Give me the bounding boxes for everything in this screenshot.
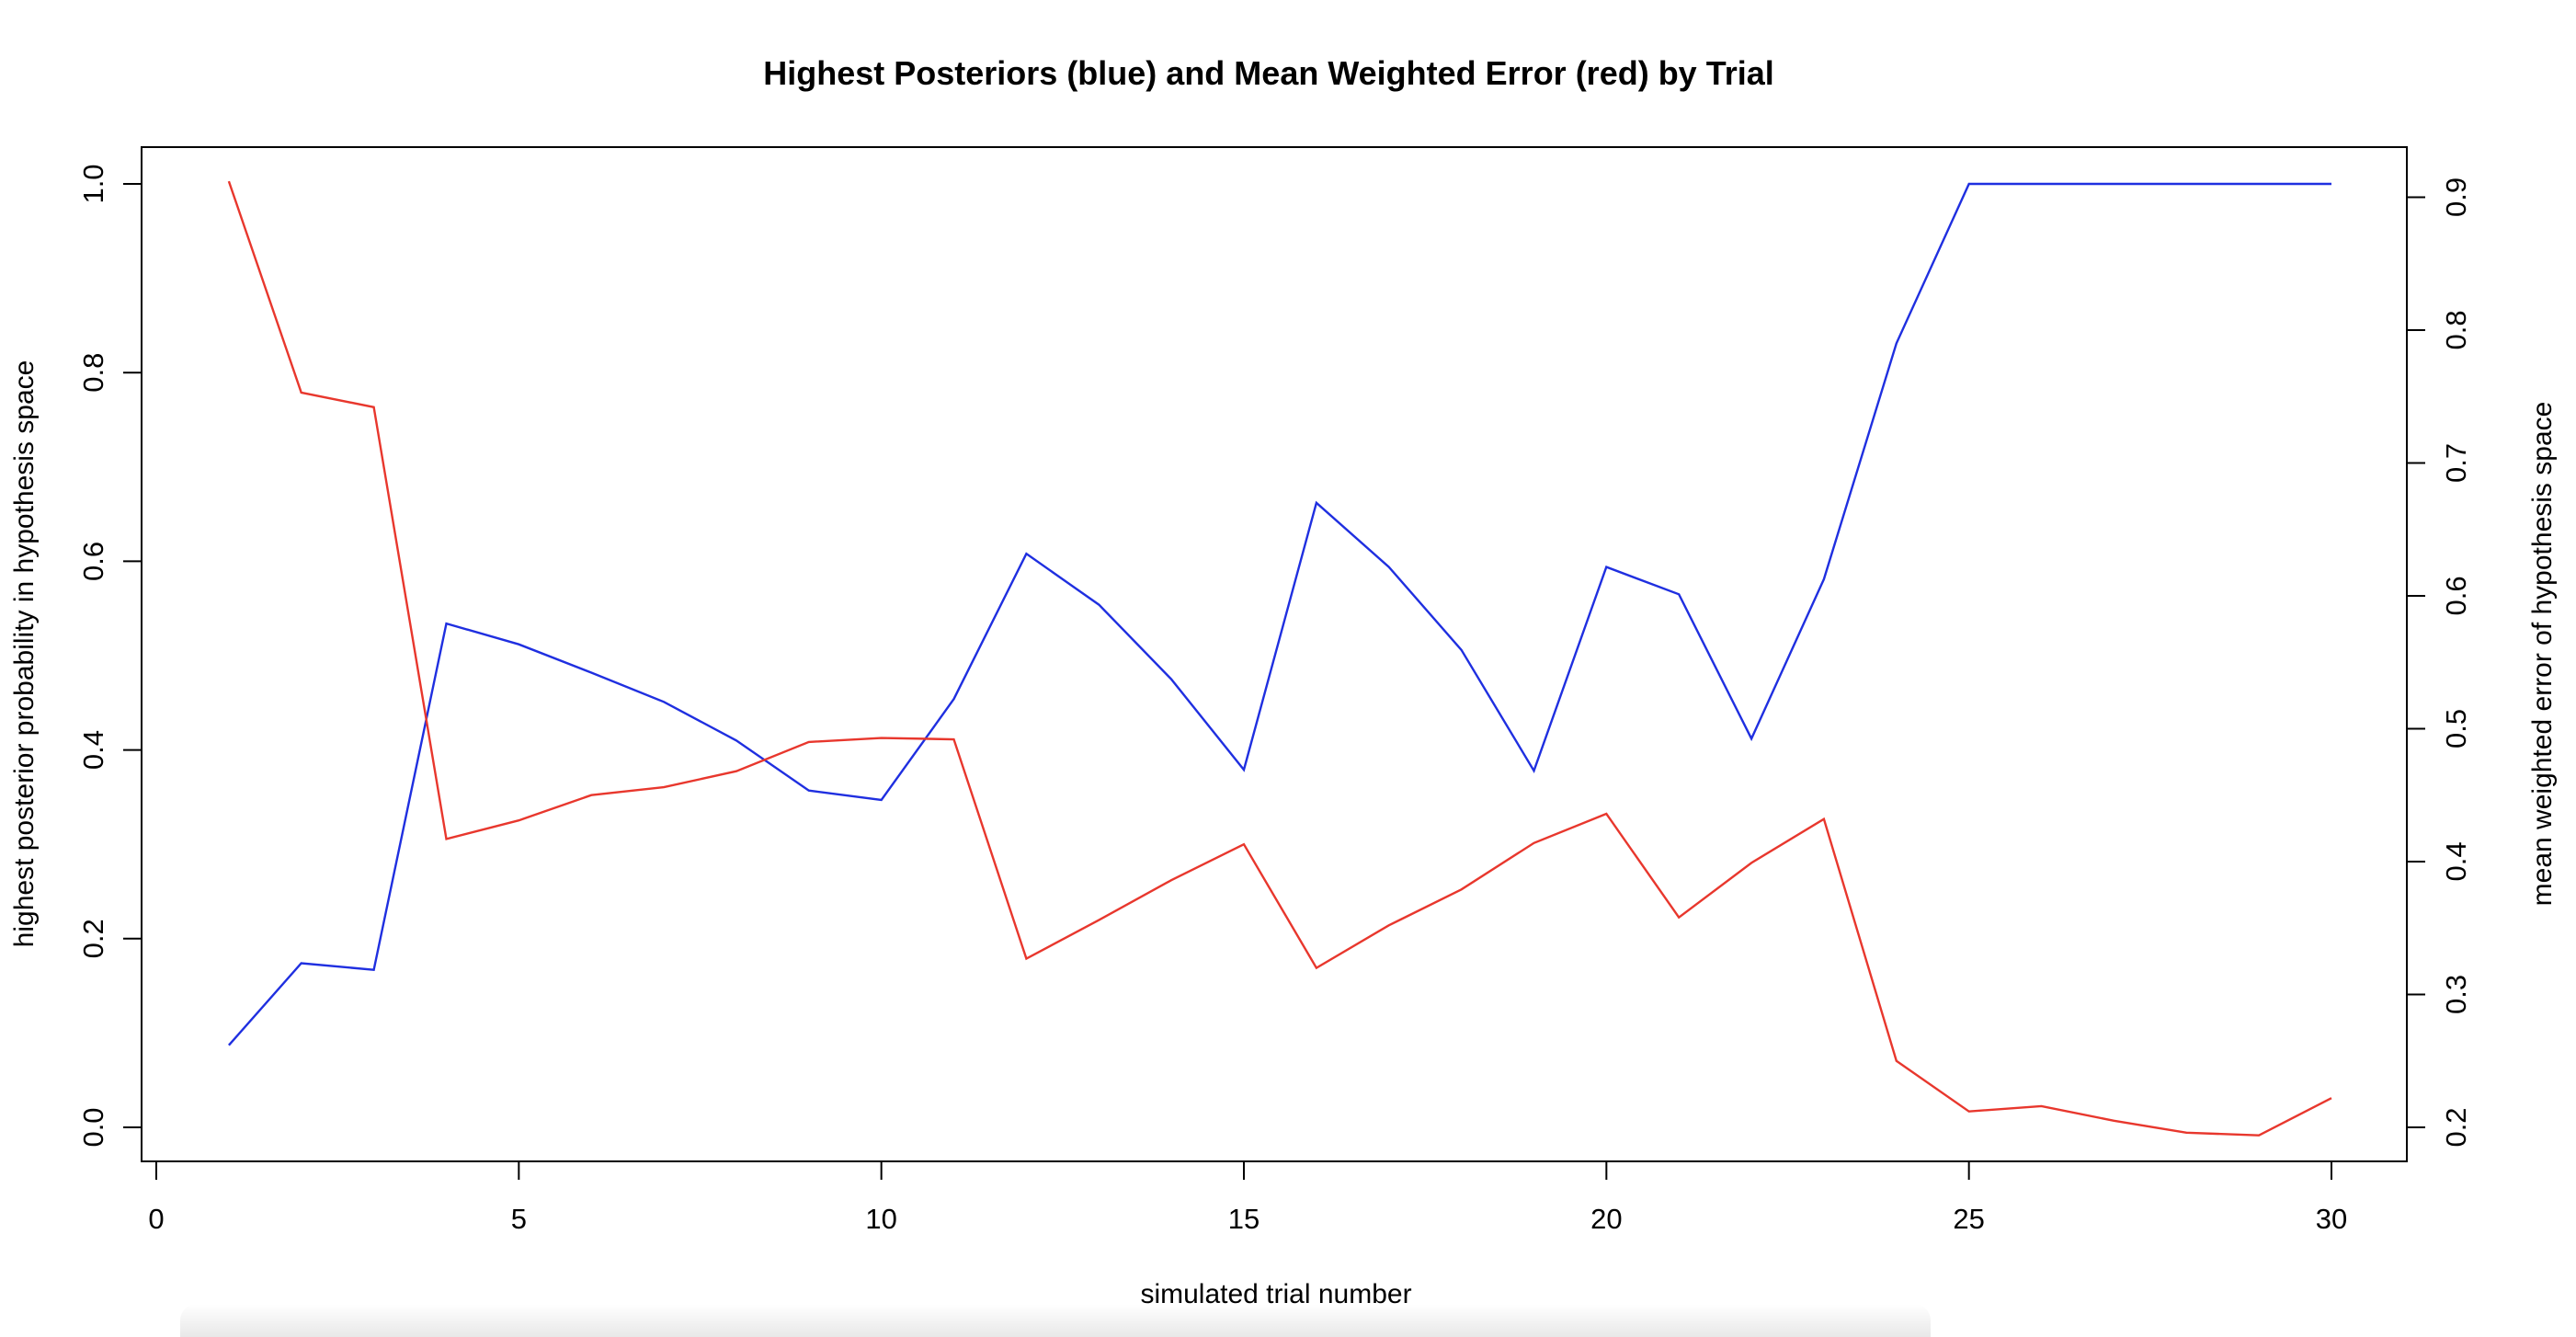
series-line-mean-weighted-error xyxy=(227,180,2332,1137)
y-tick-label: 0.0 xyxy=(77,1107,109,1147)
y2-tick-label: 0.6 xyxy=(2440,576,2472,615)
y2-tick-label: 0.9 xyxy=(2440,177,2472,217)
y-axis-right: 0.2 0.3 0.4 0.5 0.6 0.7 0.8 0.9 xyxy=(2406,177,2472,1148)
y-axis-left-label: highest posterior probability in hypothe… xyxy=(9,360,40,948)
y2-tick-label: 0.4 xyxy=(2440,841,2472,881)
x-tick-label: 0 xyxy=(148,1203,164,1235)
series-line-highest-posterior xyxy=(228,182,2331,1046)
x-tick-label: 30 xyxy=(2316,1203,2347,1235)
y-tick-label: 0.8 xyxy=(77,353,109,393)
y-tick-label: 0.2 xyxy=(77,919,109,958)
x-axis-label: simulated trial number xyxy=(1140,1279,1411,1309)
y2-tick-label: 0.3 xyxy=(2440,975,2472,1014)
y-tick-label: 0.4 xyxy=(77,730,109,770)
y2-tick-label: 0.8 xyxy=(2440,310,2472,349)
chart-title: Highest Posteriors (blue) and Mean Weigh… xyxy=(763,54,1774,92)
x-tick-label: 5 xyxy=(511,1203,527,1235)
window-shadow xyxy=(180,1304,1931,1337)
series-layer xyxy=(227,180,2332,1137)
y-tick-label: 1.0 xyxy=(77,164,109,203)
y-tick-label: 0.6 xyxy=(77,542,109,581)
y-axis-left: 0.0 0.2 0.4 0.6 0.8 1.0 xyxy=(77,164,142,1148)
y2-tick-label: 0.2 xyxy=(2440,1107,2472,1147)
y2-tick-label: 0.7 xyxy=(2440,443,2472,483)
x-tick-label: 15 xyxy=(1228,1203,1260,1235)
y-axis-right-label: mean weighted error of hypothesis space xyxy=(2527,402,2558,907)
x-tick-label: 25 xyxy=(1953,1203,1984,1235)
x-axis: 0 5 10 15 20 25 30 xyxy=(148,1160,2347,1235)
y2-tick-label: 0.5 xyxy=(2440,709,2472,748)
x-tick-label: 10 xyxy=(865,1203,896,1235)
x-tick-label: 20 xyxy=(1590,1203,1622,1235)
